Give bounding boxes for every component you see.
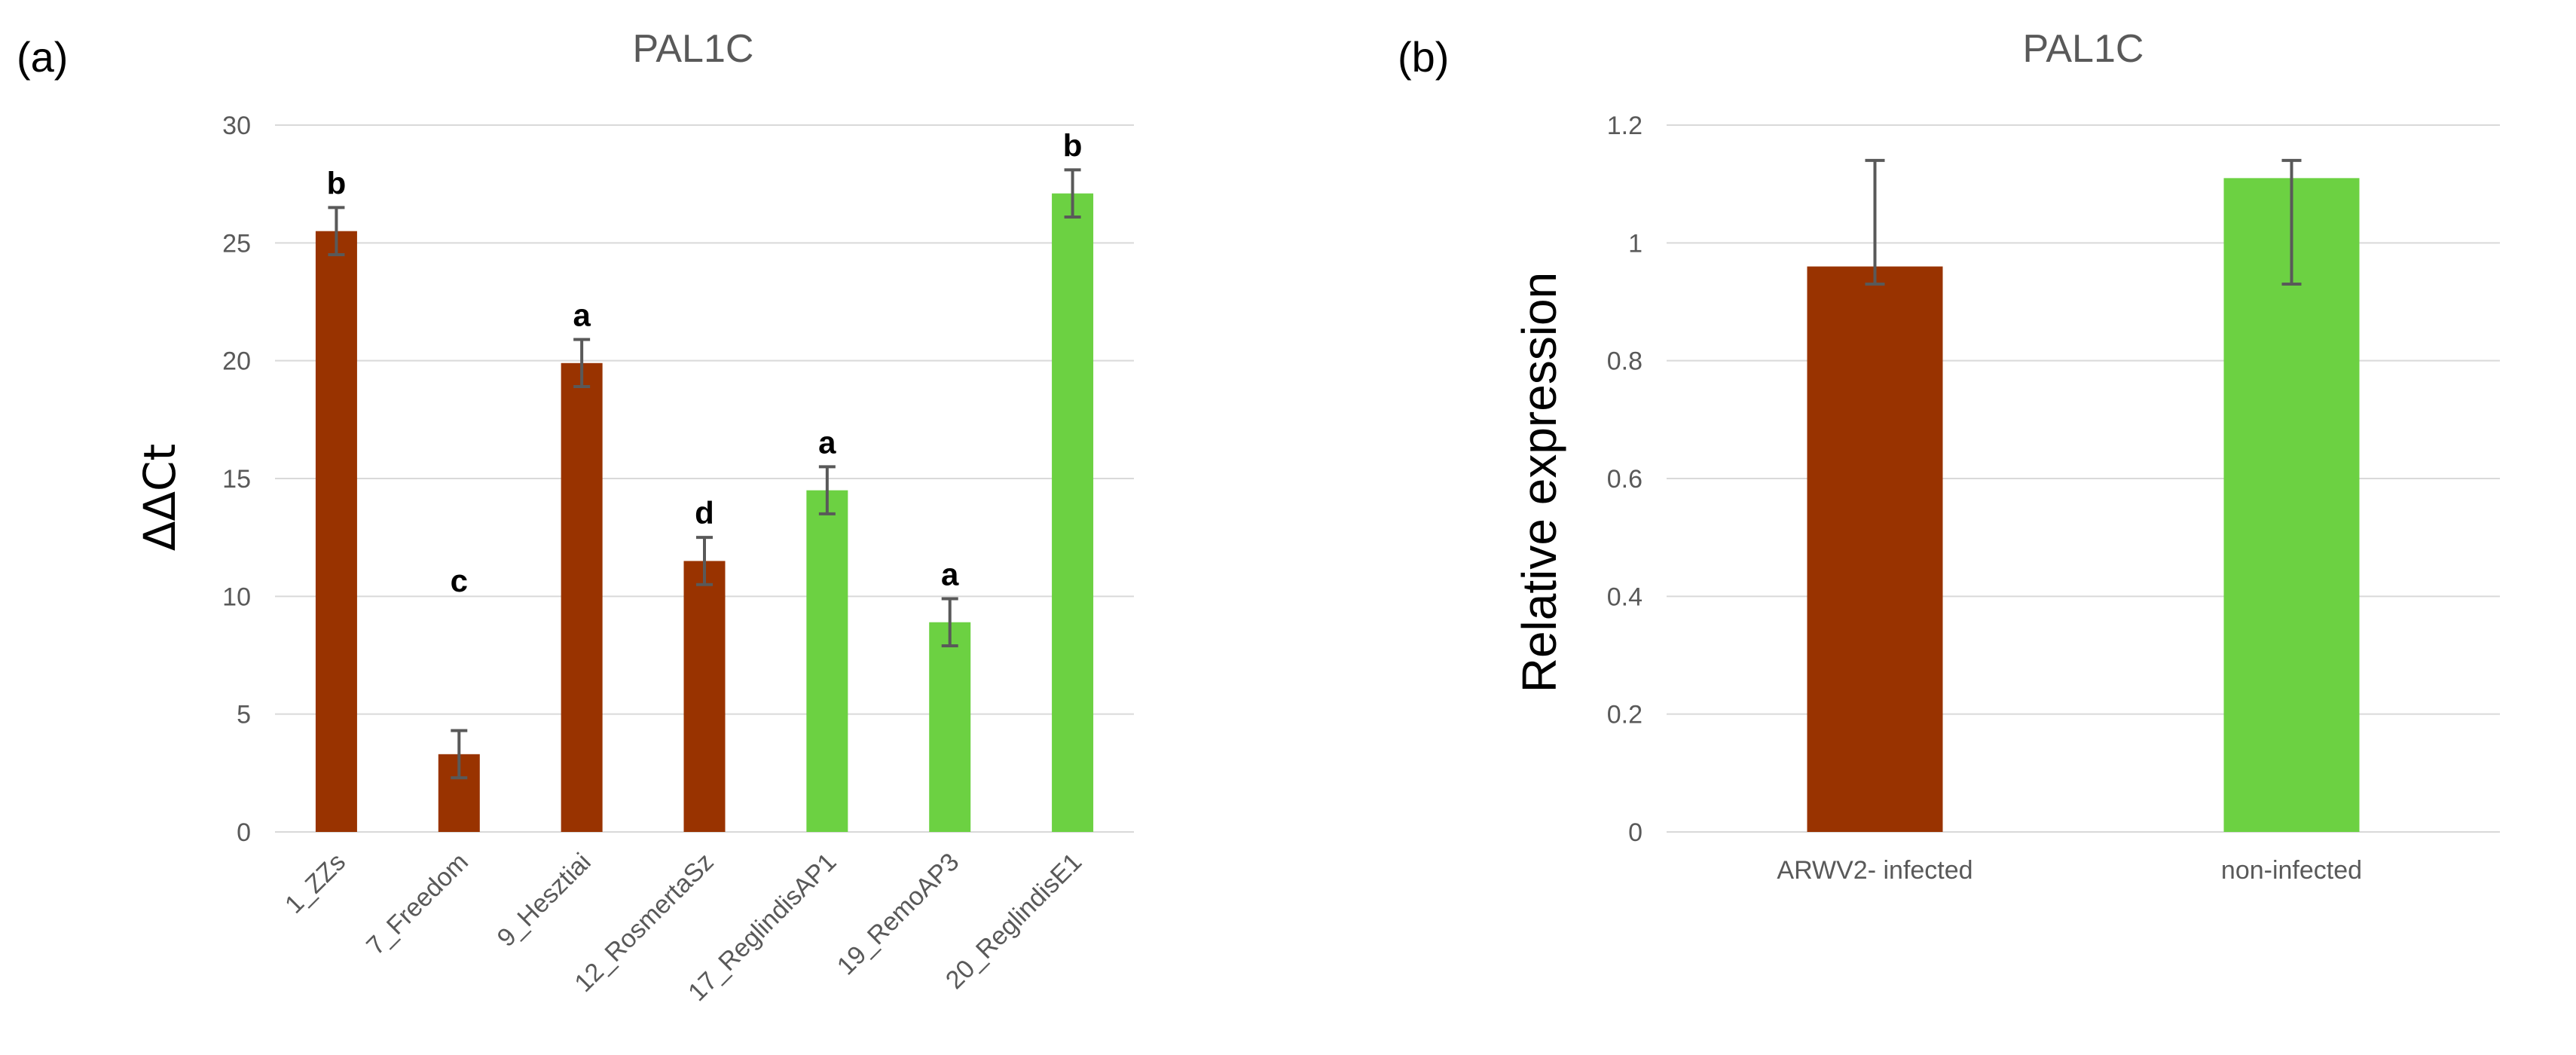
panel-a-significance-letter: a (818, 424, 836, 460)
panel-a-significance-letter: d (695, 495, 714, 531)
panel-a-y-tick-label: 0 (237, 818, 251, 847)
panel-b-category-label: non-infected (2221, 856, 2362, 885)
panel-a-y-axis-label: ΔΔCt (134, 444, 185, 552)
panel-b-y-tick-label: 1 (1628, 229, 1642, 258)
panel-b-y-tick-label: 0.2 (1607, 701, 1642, 729)
panel-a-error-bar (451, 729, 468, 780)
panel-a-bar (806, 490, 848, 832)
panel-a-significance-letter: a (941, 556, 959, 592)
panel-a-category-labels: 1_ZZs 7_Freedom 9_Hesztiai12_RosmertaSz17_… (280, 848, 1087, 1007)
panel-b-y-tick-label: 0.4 (1607, 583, 1642, 611)
panel-a-letter: (a) (17, 33, 68, 81)
panel-a-error-bar (1064, 168, 1081, 219)
panel-b-bars (1807, 178, 2360, 833)
panel-a-bar (561, 362, 603, 832)
panel-b-bar (2223, 178, 2360, 833)
panel-a-bar (1052, 193, 1094, 832)
panel-b-error-bars (1865, 158, 2302, 286)
panel-a-error-bar (818, 465, 836, 515)
panel-a-significance-letter: a (573, 298, 591, 333)
panel-a-y-tick-label: 10 (222, 583, 251, 611)
panel-b: (b) PAL1C Relative expression 0 0.2 0.4 0.6… (1398, 27, 2500, 885)
panel-a-y-ticks: 0 5 10 15 20 25 30 (222, 112, 251, 847)
panel-a: (a) PAL1C ΔΔCt 0 5 10 15 20 25 30 b c a d a a b 1_ZZ… (17, 27, 1134, 1007)
panel-a-error-bars (328, 168, 1081, 780)
panel-a-category-label: 7_Freedom (361, 848, 474, 961)
panel-b-title: PAL1C (2023, 27, 2144, 71)
panel-b-y-tick-label: 0 (1628, 818, 1642, 847)
panel-a-significance-letters: b c a d a a b (327, 127, 1083, 598)
panel-a-category-label: 9_Hesztiai (492, 848, 597, 953)
panel-a-y-tick-label: 30 (222, 112, 251, 140)
panel-a-bar (929, 622, 971, 832)
panel-b-category-labels: ARWV2- infected non-infected (1777, 856, 2362, 885)
panel-b-y-axis-label: Relative expression (1512, 272, 1566, 693)
panel-b-letter: (b) (1398, 33, 1449, 81)
panel-a-error-bar (328, 206, 345, 256)
panel-a-significance-letter: c (451, 563, 468, 598)
panel-a-bar (683, 561, 726, 832)
panel-b-y-tick-label: 0.8 (1607, 347, 1642, 376)
panel-a-y-tick-label: 5 (237, 701, 251, 729)
panel-b-gridlines (1667, 124, 2500, 833)
panel-a-title: PAL1C (633, 27, 754, 71)
panel-a-y-tick-label: 25 (222, 229, 251, 258)
panel-b-error-bar (1865, 158, 1885, 286)
panel-b-category-label: ARWV2- infected (1777, 856, 1972, 885)
panel-a-significance-letter: b (1063, 127, 1083, 163)
panel-a-error-bar (941, 597, 958, 647)
panel-b-y-tick-label: 0.6 (1607, 465, 1642, 494)
panel-a-error-bar (573, 338, 591, 389)
panel-b-y-ticks: 0 0.2 0.4 0.6 0.8 1 1.2 (1607, 112, 1642, 847)
panel-a-category-label: 1_ZZs (280, 848, 351, 919)
panel-a-y-tick-label: 20 (222, 347, 251, 376)
panel-b-bar (1807, 266, 1943, 833)
panel-a-y-tick-label: 15 (222, 465, 251, 494)
panel-a-bar (315, 231, 357, 832)
panel-a-significance-letter: b (327, 165, 347, 200)
panel-a-category-label: 19_RemoAP3 (832, 848, 965, 981)
panel-a-error-bar (696, 536, 713, 586)
panel-b-error-bar (2281, 158, 2302, 286)
panel-b-y-tick-label: 1.2 (1607, 112, 1642, 140)
